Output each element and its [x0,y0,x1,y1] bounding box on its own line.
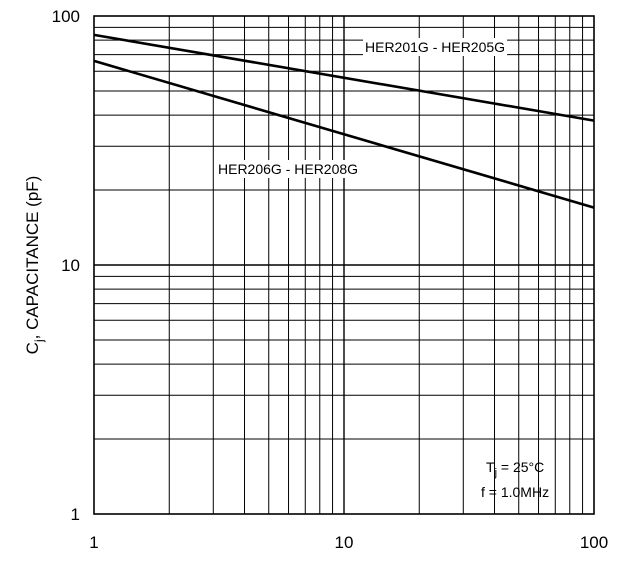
tj-main: T [486,459,495,475]
series-line-1 [93,33,595,122]
tj-rest: = 25°C [497,459,544,475]
tj-annotation: Tj = 25°C [486,459,544,479]
grid [94,16,594,514]
y-tick-label: 10 [61,256,80,275]
y-axis-label: Cj, CAPACITANCE (pF) [23,176,46,355]
tj-sub: j [494,467,497,479]
y-tick-label: 100 [52,7,80,26]
y-axis-label-rest: , CAPACITANCE (pF) [23,176,42,340]
x-tick-label: 100 [580,533,608,552]
series-label-her201g-her205g: HER201G - HER205G [365,39,505,55]
y-axis-label-sub: j [32,339,46,343]
tick-labels: 1 10 100 1 10 100 [52,7,609,552]
x-tick-label: 10 [335,533,354,552]
x-tick-label: 1 [89,533,98,552]
freq-annotation: f = 1.0MHz [481,484,549,500]
plot-frame [93,15,595,515]
y-tick-label: 1 [71,505,80,524]
series-label-background [363,38,508,56]
series-line-2 [93,59,595,209]
series-label-background [216,160,361,178]
series-layer [93,33,595,209]
y-axis-label-main: C [23,342,42,354]
series-label-her206g-her208g: HER206G - HER208G [218,161,358,177]
